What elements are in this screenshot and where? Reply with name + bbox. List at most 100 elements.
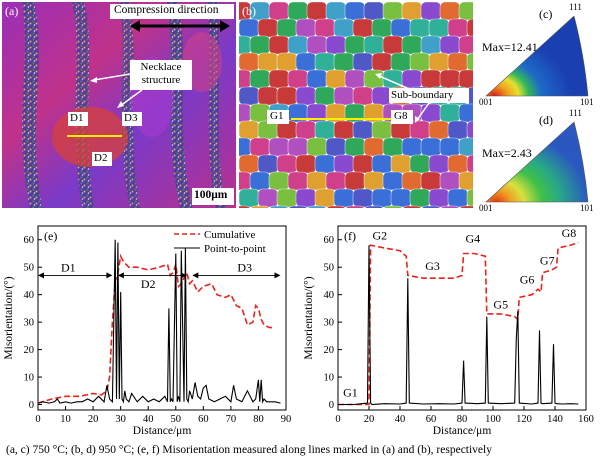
necklace-arrows-icon	[90, 73, 143, 108]
chart-f-series-point-to-point-line	[338, 245, 579, 406]
chart-f-grain-label: G2	[373, 229, 388, 243]
ipf-c-plot	[485, 15, 589, 97]
chart-f-xtick-label: 160	[578, 414, 594, 425]
chart-e-xtick-label: 30	[115, 414, 126, 425]
marker-d1-box	[68, 112, 88, 126]
ipf-c-corner-111: 111	[569, 2, 582, 12]
chart-e-xtick-label: 20	[88, 414, 99, 425]
chart-f-grain-label: G8	[562, 226, 577, 240]
chart-e-xtick-label: 60	[198, 414, 209, 425]
chart-e-ytick-label: 0	[29, 400, 34, 411]
chart-e-region-arrowhead	[274, 272, 281, 279]
subboundary-label: Sub-boundary	[391, 89, 454, 101]
marker-d3: D3	[124, 112, 138, 124]
chart-e-xtick-label: 0	[35, 414, 40, 425]
chart-e-xlabel: Distance/μm	[133, 425, 192, 437]
chart-e-ytick-label: 20	[24, 345, 35, 356]
chart-f-ytick-label: 50	[324, 263, 335, 274]
chart-f-ytick-label: 60	[324, 235, 335, 246]
chart-e-ytick-label: 50	[24, 263, 35, 274]
chart-f-xtick-label: 140	[547, 414, 563, 425]
marker-g1-box	[267, 110, 289, 124]
chart-e-series-cumulative-line	[37, 253, 275, 404]
chart-f-panel-label: (f)	[344, 229, 356, 243]
panel-b-label: (b)	[242, 4, 256, 18]
ipf-c-corner-001: 001	[479, 97, 493, 107]
chart-e-xtick-label: 40	[143, 414, 154, 425]
chart-f-xtick-label: 100	[485, 414, 501, 425]
chart-e-region-arrowhead	[180, 272, 187, 279]
chart-f-ytick-label: 0	[329, 400, 334, 411]
ebsd-map-a: (a) Compression direction Necklace struc…	[2, 2, 236, 208]
chart-f-ytick-label: 10	[324, 373, 335, 384]
chart-e-region-arrowhead	[117, 272, 124, 279]
chart-f-grain-label: G4	[466, 231, 481, 245]
chart-e-xtick-label: 50	[171, 414, 182, 425]
panel-d-label: (d)	[539, 113, 553, 127]
chart-e-legend-label: Point-to-point	[204, 243, 266, 255]
ipf-c-corner-101: 101	[580, 97, 594, 107]
marker-d3-box	[122, 112, 142, 126]
compression-box	[110, 4, 234, 19]
marker-g8: G8	[394, 110, 408, 122]
chart-f-xtick-label: 120	[516, 414, 532, 425]
chart-f-grain-label: G5	[493, 297, 508, 311]
necklace-structure-label: Necklace structure	[140, 61, 182, 86]
chart-f-xtick-label: 40	[395, 414, 406, 425]
ipf-d-plot	[485, 121, 589, 203]
ipf-panel-c: (c) 111 Max=12.41 001 101	[476, 2, 600, 108]
figure-caption: (a, c) 750 °C; (b, d) 950 °C; (e, f) Mis…	[6, 444, 492, 456]
chart-f-series-cumulative-line	[338, 241, 579, 406]
chart-f-xtick-label: 0	[335, 414, 340, 425]
chart-e-ytick-label: 30	[24, 318, 35, 329]
chart-e-xtick-label: 80	[253, 414, 264, 425]
chart-f-xtick-label: 60	[426, 414, 437, 425]
chart-e-region-label: D2	[141, 277, 156, 291]
chart-f-grain-label: G7	[540, 253, 555, 267]
ipf-d-corner-001: 001	[479, 203, 493, 213]
chart-e-region-arrowhead	[38, 272, 44, 279]
chart-f-ytick-label: 20	[324, 345, 335, 356]
ipf-c-max: Max=12.41	[482, 40, 538, 54]
chart-e-ytick-label: 40	[24, 290, 35, 301]
chart-e-xtick-label: 10	[60, 414, 71, 425]
chart-f-ytick-label: 30	[324, 318, 335, 329]
chart-e-region-label: D3	[237, 260, 252, 274]
chart-f-ytick-label: 40	[324, 290, 335, 301]
subboundary-arrows-icon	[375, 73, 430, 123]
chart-f-grain-label: G1	[343, 385, 358, 399]
ebsd-map-b: (b) Sub-boundary G1 G8	[239, 2, 473, 208]
panel-a-label: (a)	[5, 4, 19, 18]
necklace-box	[130, 60, 192, 90]
chart-f-xlabel: Distance/μm	[433, 425, 492, 437]
chart-e-xtick-label: 90	[281, 414, 292, 425]
marker-g1: G1	[270, 110, 284, 122]
compression-direction-label: Compression direction	[114, 4, 219, 16]
chart-e-series-point-to-point-line	[37, 239, 281, 404]
chart-e-ytick-label: 10	[24, 373, 35, 384]
chart-f-xtick-label: 80	[457, 414, 468, 425]
chart-e-region-arrowhead	[106, 272, 113, 279]
panel-c-label: (c)	[539, 7, 553, 21]
chart-e-xtick-label: 70	[226, 414, 237, 425]
marker-d1: D1	[70, 112, 84, 124]
misorientation-chart-f: 0 20 40 60 80 100 120 140 1600102030405060Distan…	[303, 225, 594, 437]
ipf-panel-d: (d) 111 Max=2.43 001 101	[476, 108, 600, 214]
chart-e-ylabel: Misorientation/(°)	[3, 276, 15, 359]
chart-e-panel-label: (e)	[44, 229, 57, 243]
ipf-d-corner-111: 111	[569, 108, 582, 118]
chart-e-region-arrowhead	[192, 272, 199, 279]
chart-e-region-label: D1	[61, 260, 76, 274]
misorientation-chart-e: 0 10 20 30 40 50 60 70 80 90 0 10 20 30 40 50 60 Distance…	[3, 225, 292, 437]
chart-f-grain-label: G3	[425, 259, 440, 273]
scale-bar-box	[192, 188, 234, 205]
chart-e-legend-label: Cumulative	[204, 229, 255, 241]
marker-g8-box	[391, 110, 413, 124]
subboundary-box	[389, 88, 469, 103]
marker-d2: D2	[94, 152, 108, 164]
chart-f-grain-label: G6	[520, 273, 535, 287]
chart-e-frame	[37, 225, 287, 411]
ipf-d-max: Max=2.43	[482, 146, 532, 160]
ipf-d-corner-101: 101	[580, 203, 594, 213]
chart-e-ytick-label: 60	[24, 235, 35, 246]
